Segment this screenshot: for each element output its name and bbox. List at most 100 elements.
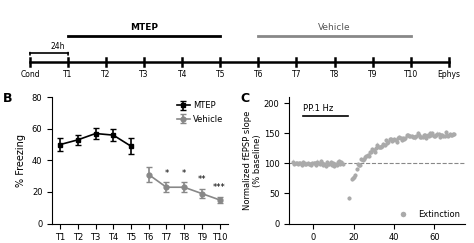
Text: T9: T9 xyxy=(368,70,377,79)
Point xyxy=(311,161,319,165)
Point xyxy=(318,162,326,165)
Point xyxy=(327,160,334,164)
Point xyxy=(424,133,431,137)
Point xyxy=(377,145,385,149)
Point xyxy=(451,132,458,136)
Point xyxy=(304,161,311,165)
Point xyxy=(295,161,303,165)
Point xyxy=(434,132,441,136)
Point xyxy=(374,143,381,147)
Point xyxy=(330,164,338,168)
Point xyxy=(370,148,377,152)
Point xyxy=(437,133,445,137)
Point xyxy=(352,173,359,177)
Y-axis label: Normalized fEPSP slope
(% baseline): Normalized fEPSP slope (% baseline) xyxy=(243,111,262,210)
Point xyxy=(367,150,375,154)
Point xyxy=(350,175,358,179)
Point xyxy=(447,133,455,137)
Point xyxy=(356,163,364,167)
Point xyxy=(372,146,380,150)
Point xyxy=(443,134,451,138)
Point xyxy=(291,162,298,166)
Point xyxy=(449,132,457,136)
Point xyxy=(319,163,327,167)
Point xyxy=(369,147,376,151)
Point xyxy=(337,161,345,165)
Point xyxy=(378,144,386,148)
Point xyxy=(333,163,340,167)
Point xyxy=(403,134,410,138)
Point xyxy=(407,134,414,138)
Point xyxy=(419,135,427,139)
Point xyxy=(398,138,406,142)
Point xyxy=(390,138,397,142)
Point xyxy=(299,160,307,164)
Point xyxy=(396,135,403,139)
Point xyxy=(353,167,360,171)
Point xyxy=(439,134,447,138)
Point xyxy=(348,177,356,181)
Point xyxy=(421,133,429,137)
Point xyxy=(365,154,373,158)
Point xyxy=(445,134,452,138)
Point xyxy=(436,135,444,139)
Text: Vehicle: Vehicle xyxy=(318,23,351,32)
Point xyxy=(375,145,383,149)
Point xyxy=(393,140,401,144)
Point xyxy=(414,131,421,135)
Point xyxy=(313,160,321,164)
Point xyxy=(425,134,433,138)
Point xyxy=(382,139,390,142)
Point xyxy=(431,134,438,138)
Point xyxy=(328,163,336,167)
Point xyxy=(326,162,333,166)
Point xyxy=(448,133,456,137)
Point xyxy=(364,154,371,157)
Point xyxy=(399,136,407,140)
Text: T7: T7 xyxy=(292,70,301,79)
Point xyxy=(413,134,420,138)
Point xyxy=(442,130,450,134)
Point xyxy=(391,137,398,141)
Point xyxy=(305,162,313,166)
Point xyxy=(446,132,453,136)
Point xyxy=(404,133,412,137)
Point xyxy=(293,161,301,165)
Point xyxy=(329,161,337,165)
Point xyxy=(324,162,332,166)
Text: 24h: 24h xyxy=(51,42,65,51)
Point xyxy=(302,162,310,165)
Text: T10: T10 xyxy=(403,70,418,79)
Point xyxy=(297,161,304,165)
Point xyxy=(294,162,302,166)
Point xyxy=(435,132,442,136)
Point xyxy=(298,163,305,167)
Text: T5: T5 xyxy=(216,70,225,79)
Point xyxy=(349,176,356,180)
Point xyxy=(331,162,339,166)
Point xyxy=(292,161,300,165)
Text: T8: T8 xyxy=(330,70,339,79)
Point xyxy=(401,137,408,141)
Point xyxy=(335,160,343,164)
Point xyxy=(405,134,413,138)
Point xyxy=(317,159,325,163)
Legend: MTEP, Vehicle: MTEP, Vehicle xyxy=(177,101,223,123)
Point xyxy=(388,139,396,143)
Point xyxy=(383,141,391,145)
Legend: Extinction: Extinction xyxy=(395,210,460,219)
Point xyxy=(416,135,424,139)
Point xyxy=(308,163,315,167)
Point xyxy=(321,162,328,166)
Point xyxy=(376,145,383,149)
Text: T2: T2 xyxy=(101,70,111,79)
Text: B: B xyxy=(3,92,12,105)
Point xyxy=(315,161,322,165)
Text: C: C xyxy=(240,92,249,105)
Point xyxy=(430,134,438,138)
Point xyxy=(428,133,435,137)
Point xyxy=(322,164,329,168)
Point xyxy=(300,161,308,165)
Point xyxy=(408,134,415,138)
Point xyxy=(410,135,418,139)
